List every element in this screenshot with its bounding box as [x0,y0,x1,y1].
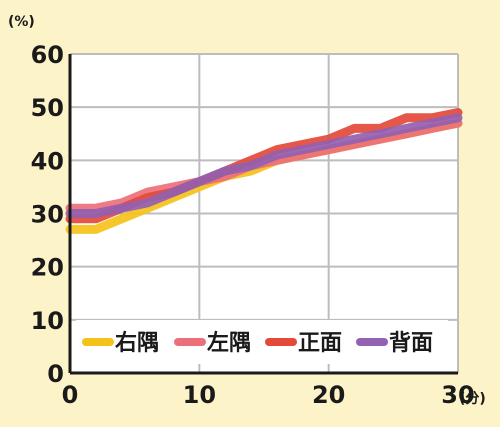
x-unit-label: (分) [459,391,486,407]
y-tick-label-60: 60 [31,41,64,69]
legend-label-2: 正面 [298,331,342,356]
y-tick-label-30: 30 [31,201,64,229]
legend-label-0: 右隅 [115,331,159,356]
y-tick-label-50: 50 [31,94,64,122]
y-tick-label-20: 20 [31,254,64,282]
x-tick-label-10: 10 [183,381,216,409]
y-tick-label-10: 10 [31,307,64,335]
legend-label-1: 左隅 [207,330,251,356]
legend: 右隅 左隅 正面 背面 [82,330,433,356]
y-tick-label-0: 0 [47,360,64,388]
y-unit-label: (%) [8,14,35,30]
axes [68,54,458,375]
y-tick-label-40: 40 [31,147,64,175]
series-line-3 [65,113,463,218]
x-tick-label-0: 0 [62,381,79,409]
legend-label-3: 背面 [389,331,433,356]
x-tick-label-20: 20 [312,381,345,409]
tick-labels: 0 10 20 30 40 50 60 0 10 20 30 [31,41,475,409]
x-tick-label-30: 30 [441,381,474,409]
series-lines [65,108,463,234]
